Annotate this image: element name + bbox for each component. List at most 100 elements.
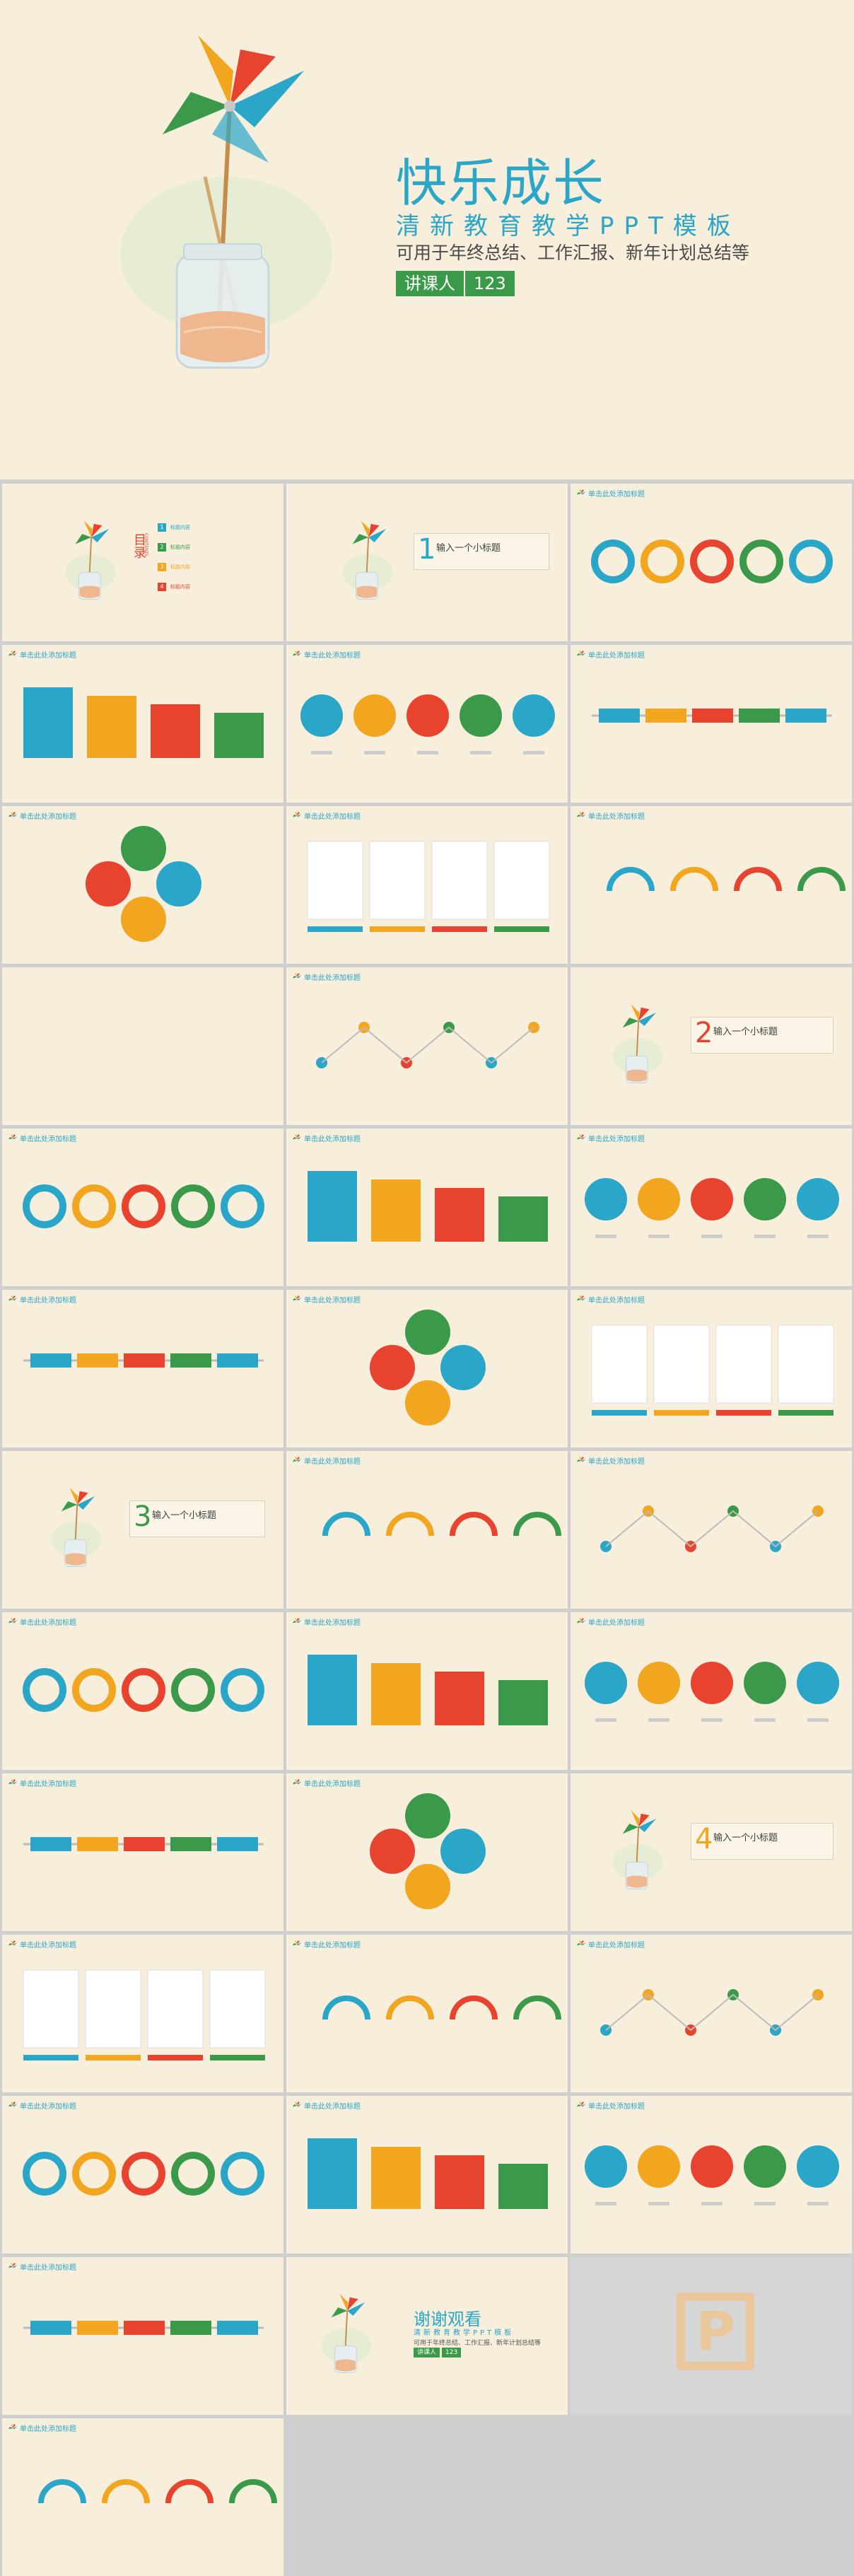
circle-mark bbox=[797, 2145, 839, 2188]
slide-thumbnail[interactable]: 单击此处添加标题 bbox=[571, 1290, 852, 1447]
arc-mark bbox=[670, 867, 718, 892]
card-mark bbox=[209, 1969, 266, 2048]
step-mark bbox=[217, 1837, 258, 1851]
slide-section-4[interactable]: 4 输入一个小标题 bbox=[571, 1773, 852, 1931]
bar-mark bbox=[370, 926, 425, 932]
brand-text: 单击此处添加标题 bbox=[588, 1297, 645, 1305]
step-mark bbox=[77, 2321, 118, 2335]
circle-mark bbox=[300, 694, 343, 737]
ppt-logo-icon: P bbox=[677, 2292, 754, 2370]
slide-graphic bbox=[86, 826, 201, 942]
slide-thumbnail[interactable]: 单击此处添加标题 bbox=[286, 1612, 568, 1770]
slide-graphic bbox=[600, 1989, 824, 2036]
slide-thumbnail[interactable]: 单击此处添加标题 bbox=[2, 2096, 283, 2254]
circle-mark bbox=[370, 1829, 415, 1874]
slide-graphic bbox=[300, 694, 555, 754]
step-mark bbox=[77, 1837, 118, 1851]
hero-subtitle: 清新教育教学PPT模板 bbox=[396, 212, 741, 240]
slide-thumbnail[interactable]: 单击此处添加标题 bbox=[286, 806, 568, 964]
slide-thumbnail[interactable]: 单击此处添加标题 bbox=[2, 1773, 283, 1931]
circle-mark bbox=[513, 694, 555, 737]
slide-thumbnail[interactable]: 单击此处添加标题 bbox=[571, 1129, 852, 1286]
circle-mark bbox=[797, 1178, 839, 1220]
arc-mark bbox=[450, 1512, 498, 1537]
circle-mark bbox=[585, 1662, 627, 1704]
slide-section-1[interactable]: 1 输入一个小标题 bbox=[286, 484, 568, 641]
slide-thumbnail[interactable]: 单击此处添加标题 bbox=[2, 1290, 283, 1447]
slide-thumbnail[interactable]: 单击此处添加标题 bbox=[2, 806, 283, 964]
circle-mark bbox=[691, 1178, 733, 1220]
section-title: 输入一个小标题 bbox=[436, 543, 501, 554]
pinwheel-mini-icon bbox=[576, 1133, 586, 1139]
slide-brand: 单击此处添加标题 bbox=[576, 649, 645, 660]
bar-mark bbox=[308, 2138, 357, 2209]
slide-thumbnail[interactable]: 单击此处添加标题 bbox=[571, 1451, 852, 1609]
section-title: 输入一个小标题 bbox=[152, 1510, 217, 1521]
arc-mark bbox=[797, 867, 846, 892]
slide-thumbnail[interactable]: 单击此处添加标题 bbox=[2, 645, 283, 803]
slide-thumbnail[interactable]: 单击此处添加标题 bbox=[571, 1612, 852, 1770]
toc-item-3[interactable]: 3 标题内容 bbox=[158, 563, 190, 571]
brand-text: 单击此处添加标题 bbox=[588, 1942, 645, 1950]
slide-toc[interactable]: 目录 CONTENTS 1 标题内容 2 标题内容 3 标题内容 4 标题内容 bbox=[2, 484, 283, 641]
slide-thumbnail[interactable]: 单击此处添加标题 bbox=[2, 1129, 283, 1286]
slide-brand: 单击此处添加标题 bbox=[8, 2100, 76, 2111]
circle-mark bbox=[460, 694, 502, 737]
toc-label: 标题内容 bbox=[170, 525, 190, 530]
ring-mark bbox=[122, 1184, 165, 1228]
slide-brand: 单击此处添加标题 bbox=[8, 810, 76, 821]
slide-thumbnail[interactable]: 单击此处添加标题 bbox=[286, 645, 568, 803]
slide-thumbnail[interactable]: 单击此处添加标题 bbox=[571, 806, 852, 964]
slide-brand: 单击此处添加标题 bbox=[292, 1778, 361, 1788]
slide-brand: 单击此处添加标题 bbox=[8, 1939, 76, 1950]
toc-num: 2 bbox=[158, 543, 166, 552]
step-mark bbox=[30, 1353, 71, 1368]
slide-thumbnail[interactable]: 单击此处添加标题 bbox=[286, 1451, 568, 1609]
slide-thanks[interactable]: 谢谢观看 清新教育教学PPT模板 可用于年终总结、工作汇报、新年计划总结等 讲课… bbox=[286, 2257, 568, 2415]
pinwheel-mini-icon bbox=[576, 1295, 586, 1300]
arc-mark bbox=[229, 2479, 277, 2504]
slide-section-3[interactable]: 3 输入一个小标题 bbox=[2, 1451, 283, 1609]
pinwheel-mini-icon bbox=[8, 811, 18, 817]
pinwheel-mini-icon bbox=[576, 489, 586, 494]
slide-thumbnail[interactable]: 单击此处添加标题 bbox=[571, 645, 852, 803]
slide-thumbnail[interactable]: 单击此处添加标题 bbox=[2, 2418, 283, 2576]
pinwheel-mini-icon bbox=[576, 1456, 586, 1462]
step-mark bbox=[785, 709, 826, 723]
slide-thumbnail[interactable]: 单击此处添加标题 bbox=[286, 1935, 568, 2092]
pinwheel-mini-icon bbox=[292, 1617, 302, 1623]
slide-thumbnail[interactable]: 单击此处添加标题 bbox=[571, 1935, 852, 2092]
thanks-title: 谢谢观看 bbox=[414, 2309, 481, 2329]
bar-mark bbox=[210, 2055, 265, 2061]
slide-thumbnail[interactable]: 单击此处添加标题 bbox=[286, 1773, 568, 1931]
brand-text: 单击此处添加标题 bbox=[20, 652, 76, 660]
slide-thumbnail[interactable]: 单击此处添加标题 bbox=[286, 1129, 568, 1286]
ring-mark bbox=[122, 2152, 165, 2196]
text-line bbox=[417, 751, 438, 754]
slide-thumbnail[interactable]: 单击此处添加标题 bbox=[286, 1290, 568, 1447]
bar-mark bbox=[308, 926, 363, 932]
brand-text: 单击此处添加标题 bbox=[304, 1781, 361, 1788]
slide-thumbnail[interactable]: 单击此处添加标题 bbox=[2, 1935, 283, 2092]
bar-mark bbox=[716, 1410, 771, 1416]
slide-logo: P bbox=[571, 2257, 852, 2415]
toc-item-1[interactable]: 1 标题内容 bbox=[158, 523, 190, 532]
text-line bbox=[595, 2202, 616, 2205]
brand-text: 单击此处添加标题 bbox=[588, 652, 645, 660]
slide-graphic bbox=[322, 1512, 561, 1537]
slide-thumbnail[interactable]: 单击此处添加标题 bbox=[2, 1612, 283, 1770]
toc-item-4[interactable]: 4 标题内容 bbox=[158, 583, 190, 591]
slide-thumbnail[interactable]: 单击此处添加标题 bbox=[571, 484, 852, 641]
slide-thumbnail[interactable]: 单击此处添加标题 bbox=[286, 2096, 568, 2254]
toc-item-2[interactable]: 2 标题内容 bbox=[158, 543, 190, 552]
toc-label: 标题内容 bbox=[170, 584, 190, 590]
card-mark bbox=[431, 841, 488, 920]
slide-thumbnail[interactable]: 单击此处添加标题 bbox=[286, 967, 568, 1125]
slide-thumbnail[interactable]: 单击此处添加标题 bbox=[571, 2096, 852, 2254]
brand-text: 单击此处添加标题 bbox=[20, 1619, 76, 1627]
slide-thumbnail[interactable]: 单击此处添加标题 bbox=[2, 2257, 283, 2415]
bar-mark bbox=[23, 687, 73, 758]
slide-section-2-left[interactable] bbox=[2, 967, 283, 1125]
slide-section-2[interactable]: 2 输入一个小标题 bbox=[571, 967, 852, 1125]
slide-brand: 单击此处添加标题 bbox=[576, 1133, 645, 1143]
